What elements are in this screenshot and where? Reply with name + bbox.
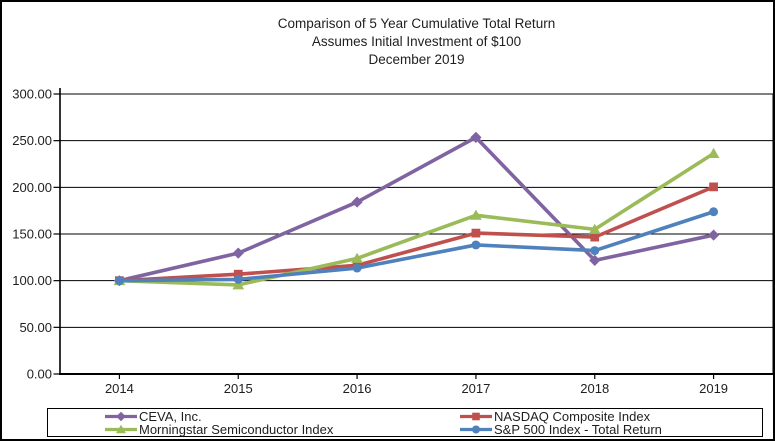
series-line-morningstar-semiconductor-index <box>119 151 715 287</box>
data-point-ceva-inc-2016 <box>351 196 363 208</box>
data-point-s-p-500-index-total-return-2016 <box>352 263 362 273</box>
series-line-ceva-inc <box>119 135 714 283</box>
sp500-line-marker-swatch <box>459 424 493 435</box>
chart-title-line-1: Comparison of 5 Year Cumulative Total Re… <box>277 16 556 31</box>
x-axis-label: 2014 <box>105 381 134 396</box>
data-point-s-p-500-index-total-return-2015 <box>233 274 243 284</box>
y-axis-label: 200.00 <box>12 180 52 195</box>
diamond-marker-icon <box>116 411 126 422</box>
data-point-ceva-inc-2019 <box>707 229 720 241</box>
data-point-ceva-inc-2018 <box>589 254 601 266</box>
chart-title: Comparison of 5 Year Cumulative Total Re… <box>60 15 773 69</box>
y-axis-label: 100.00 <box>12 273 52 288</box>
x-axis-label: 2019 <box>699 381 728 396</box>
y-axis-label: 150.00 <box>12 227 52 242</box>
nasdaq-composite-index-swatch-graphic <box>460 412 492 421</box>
x-axis-label: 2018 <box>580 381 609 396</box>
morningstar-semiconductor-index-swatch-graphic <box>105 424 137 434</box>
morningstar-line-marker-swatch <box>104 424 138 435</box>
s-p-500-index-total-return-swatch-graphic <box>460 425 492 434</box>
data-point-morningstar-semiconductor-index-2019 <box>707 147 720 158</box>
data-point-morningstar-semiconductor-index-2016 <box>351 252 363 263</box>
y-axis-label: 300.00 <box>12 87 52 102</box>
data-point-ceva-inc-2015 <box>232 247 244 259</box>
data-point-s-p-500-index-total-return-2018 <box>590 246 600 256</box>
data-point-morningstar-semiconductor-index-2017 <box>470 209 482 220</box>
y-axis-label: 0.00 <box>27 367 52 382</box>
ceva-inc-swatch-graphic <box>105 411 137 422</box>
legend-label-nasdaq: NASDAQ Composite Index <box>494 409 651 424</box>
legend-item-ceva: CEVA, Inc. <box>104 410 202 423</box>
x-axis-label: 2016 <box>343 381 372 396</box>
series-line-nasdaq-composite-index <box>119 185 715 283</box>
legend-item-nasdaq: NASDAQ Composite Index <box>459 410 650 423</box>
data-point-s-p-500-index-total-return-2017 <box>471 240 481 250</box>
data-point-s-p-500-index-total-return-2014 <box>114 276 124 286</box>
data-point-morningstar-semiconductor-index-2015 <box>232 279 245 290</box>
ceva-line-marker-swatch <box>104 411 138 422</box>
nasdaq-line-marker-swatch <box>459 411 493 422</box>
chart-legend: CEVA, Inc. NASDAQ Composite Index Mornin… <box>47 408 763 437</box>
data-point-nasdaq-composite-index-2015 <box>233 269 243 279</box>
y-axis-label: 250.00 <box>12 133 52 148</box>
data-point-ceva-inc-2017 <box>470 131 482 143</box>
chart-title-line-3: December 2019 <box>368 52 465 67</box>
triangle-marker-icon <box>116 424 126 434</box>
legend-label-ceva: CEVA, Inc. <box>139 409 202 424</box>
data-point-morningstar-semiconductor-index-2018 <box>588 223 601 234</box>
legend-label-morningstar: Morningstar Semiconductor Index <box>139 422 334 437</box>
data-point-s-p-500-index-total-return-2019 <box>709 207 719 217</box>
x-axis-label: 2017 <box>461 381 490 396</box>
legend-label-sp500: S&P 500 Index - Total Return <box>494 422 662 437</box>
square-marker-icon <box>472 412 480 421</box>
circle-marker-icon <box>472 425 480 434</box>
series-line-s-p-500-index-total-return <box>119 210 715 283</box>
x-axis-label: 2015 <box>224 381 253 396</box>
y-axis-label: 50.00 <box>19 320 52 335</box>
legend-item-morningstar: Morningstar Semiconductor Index <box>104 423 333 436</box>
legend-item-sp500: S&P 500 Index - Total Return <box>459 423 662 436</box>
data-point-nasdaq-composite-index-2018 <box>590 232 600 242</box>
chart-title-line-2: Assumes Initial Investment of $100 <box>311 34 522 49</box>
data-point-nasdaq-composite-index-2019 <box>709 182 718 192</box>
data-point-nasdaq-composite-index-2017 <box>471 228 481 238</box>
